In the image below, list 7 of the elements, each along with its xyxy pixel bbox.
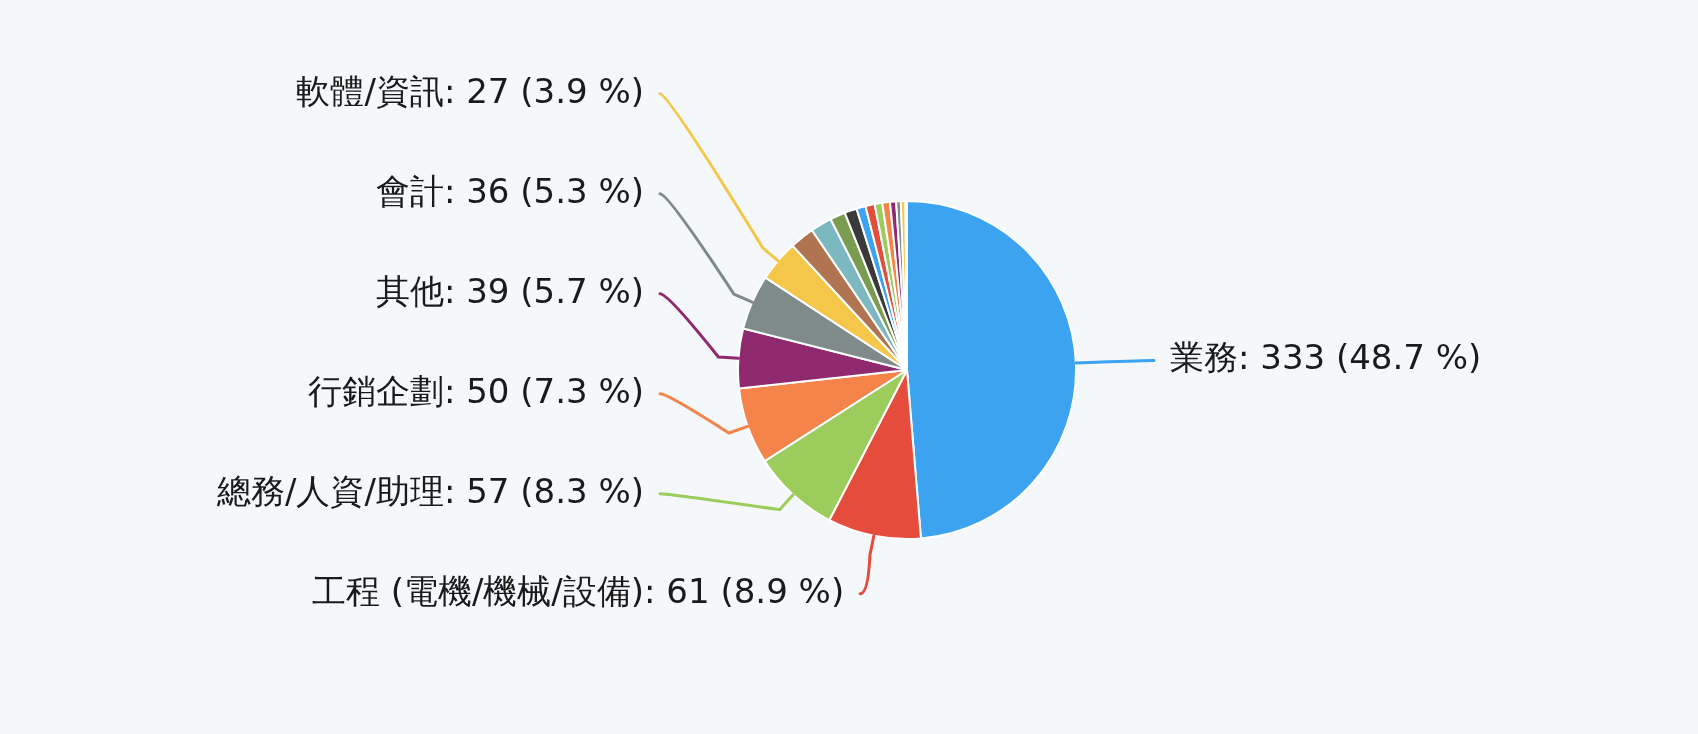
- slice-label: 軟體/資訊: 27 (3.9 %): [296, 70, 644, 111]
- slice-label: 其他: 39 (5.7 %): [375, 270, 644, 311]
- slice-label: 行銷企劃: 50 (7.3 %): [307, 370, 644, 411]
- slice-label: 工程 (電機/機械/設備): 61 (8.9 %): [311, 570, 845, 611]
- slice-label: 業務: 333 (48.7 %): [1170, 337, 1482, 378]
- slice-label: 總務/人資/助理: 57 (8.3 %): [216, 470, 644, 511]
- slice-label: 會計: 36 (5.3 %): [375, 170, 644, 211]
